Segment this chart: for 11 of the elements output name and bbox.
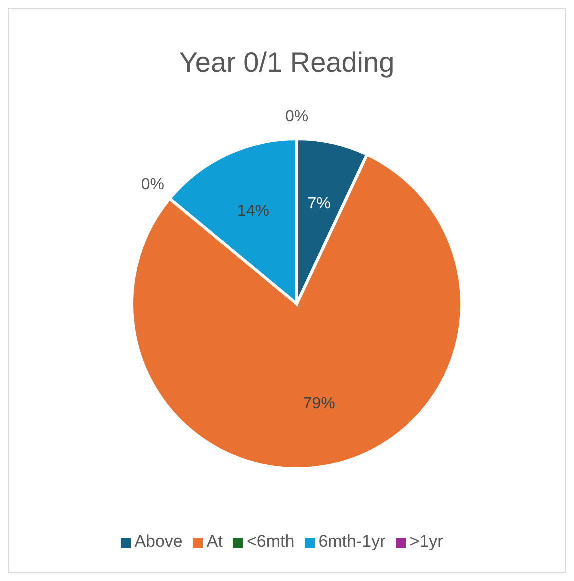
- legend-label: >1yr: [410, 532, 444, 551]
- data-label: 7%: [308, 196, 331, 213]
- text: 0%: [141, 176, 164, 194]
- text: 0%: [285, 108, 309, 126]
- legend-label: <6mth: [246, 532, 295, 551]
- chart-title: Year 0/1 Reading: [178, 47, 396, 79]
- legend-label: At: [206, 532, 223, 551]
- data-label: 14%: [237, 202, 270, 220]
- legend-label: Above: [134, 532, 183, 551]
- data-label: 79%: [303, 395, 336, 412]
- legend-label: 6mth-1yr: [318, 532, 386, 551]
